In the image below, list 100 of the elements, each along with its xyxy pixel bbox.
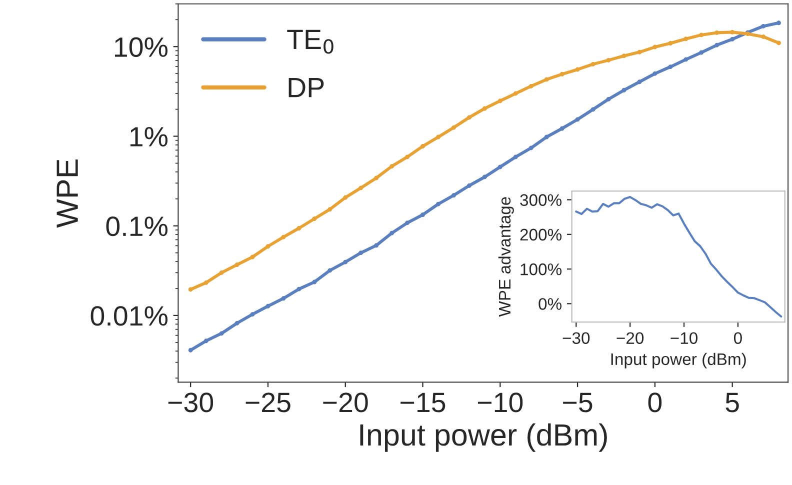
point bbox=[482, 106, 487, 111]
point bbox=[622, 88, 626, 92]
point bbox=[652, 71, 658, 76]
point bbox=[544, 77, 549, 82]
point bbox=[436, 202, 440, 206]
point bbox=[730, 30, 735, 34]
point bbox=[188, 287, 193, 292]
x-tick-label: −20 bbox=[616, 332, 644, 344]
point bbox=[637, 50, 642, 54]
line-series bbox=[575, 196, 782, 318]
point bbox=[761, 24, 766, 28]
point bbox=[266, 244, 270, 249]
point bbox=[482, 174, 487, 180]
x-tick-label: −30 bbox=[168, 392, 214, 412]
point bbox=[606, 96, 611, 102]
point bbox=[699, 32, 704, 38]
point bbox=[266, 304, 270, 308]
point bbox=[343, 195, 348, 200]
point bbox=[560, 72, 564, 76]
point bbox=[528, 146, 534, 150]
point bbox=[358, 250, 364, 256]
point bbox=[451, 125, 456, 130]
point bbox=[622, 54, 626, 58]
point bbox=[390, 230, 394, 236]
point bbox=[328, 207, 332, 212]
point bbox=[513, 154, 518, 160]
point bbox=[343, 260, 348, 264]
legend-label: DP bbox=[288, 78, 324, 98]
point bbox=[234, 320, 240, 326]
point bbox=[776, 40, 781, 46]
point bbox=[513, 91, 518, 96]
x-tick-label: −10 bbox=[670, 332, 698, 344]
y-tick-label: 200% bbox=[520, 228, 562, 241]
y-axis-title: WPE bbox=[56, 160, 78, 228]
point bbox=[590, 107, 596, 112]
y-tick-label: 0.1% bbox=[106, 216, 168, 236]
legend-label: TE$_{0}$ bbox=[287, 30, 334, 54]
point bbox=[296, 226, 302, 230]
point bbox=[560, 126, 564, 131]
point bbox=[374, 176, 379, 180]
x-tick-label: −20 bbox=[323, 392, 368, 412]
point bbox=[466, 115, 472, 120]
point bbox=[405, 154, 410, 160]
point bbox=[730, 36, 735, 42]
point bbox=[544, 134, 549, 140]
point bbox=[590, 62, 596, 66]
x-axis-title: Input power (dBm) bbox=[360, 423, 607, 452]
point bbox=[652, 44, 658, 50]
point bbox=[761, 34, 766, 39]
y-tick-label: 10% bbox=[115, 37, 168, 57]
point bbox=[312, 280, 317, 284]
point bbox=[281, 296, 286, 301]
y-tick-label: 0% bbox=[538, 298, 562, 310]
point bbox=[528, 84, 534, 88]
point bbox=[420, 212, 425, 217]
y-tick-label: 1% bbox=[130, 127, 168, 146]
point bbox=[684, 36, 688, 42]
point bbox=[219, 331, 224, 336]
point bbox=[684, 57, 688, 62]
x-tick-label: −30 bbox=[562, 332, 590, 344]
point bbox=[250, 312, 255, 317]
x-tick-label: 5 bbox=[726, 392, 739, 412]
point bbox=[374, 243, 379, 248]
point bbox=[776, 20, 781, 26]
point bbox=[296, 286, 302, 292]
point bbox=[390, 164, 394, 169]
point bbox=[204, 338, 208, 344]
x-tick-label: 0 bbox=[734, 332, 742, 344]
x-axis-title: Input power (dBm) bbox=[611, 352, 746, 368]
y-tick-label: 300% bbox=[520, 194, 562, 206]
point bbox=[498, 98, 502, 104]
point bbox=[234, 262, 240, 267]
y-tick-label: 100% bbox=[520, 263, 562, 276]
point bbox=[466, 183, 472, 188]
point bbox=[219, 270, 224, 275]
point bbox=[281, 234, 286, 240]
x-tick-label: 0 bbox=[648, 392, 662, 412]
point bbox=[312, 216, 317, 221]
point bbox=[451, 193, 456, 198]
point bbox=[699, 50, 704, 55]
point bbox=[328, 268, 332, 273]
y-axis-title: WPE advantage bbox=[498, 197, 514, 317]
x-tick-label: −5 bbox=[563, 392, 592, 412]
x-tick-label: −15 bbox=[400, 392, 446, 412]
point bbox=[575, 67, 580, 72]
point bbox=[714, 30, 720, 35]
point bbox=[575, 117, 580, 122]
point bbox=[250, 254, 255, 260]
point bbox=[668, 41, 673, 46]
point bbox=[498, 164, 502, 170]
point bbox=[668, 64, 673, 70]
point bbox=[637, 80, 642, 84]
point bbox=[405, 220, 410, 226]
point bbox=[188, 348, 193, 352]
point bbox=[420, 144, 425, 148]
x-tick-label: −25 bbox=[246, 392, 290, 412]
point bbox=[204, 280, 208, 285]
point bbox=[714, 42, 720, 48]
point bbox=[358, 186, 364, 190]
y-tick-label: 0.01% bbox=[90, 306, 168, 326]
